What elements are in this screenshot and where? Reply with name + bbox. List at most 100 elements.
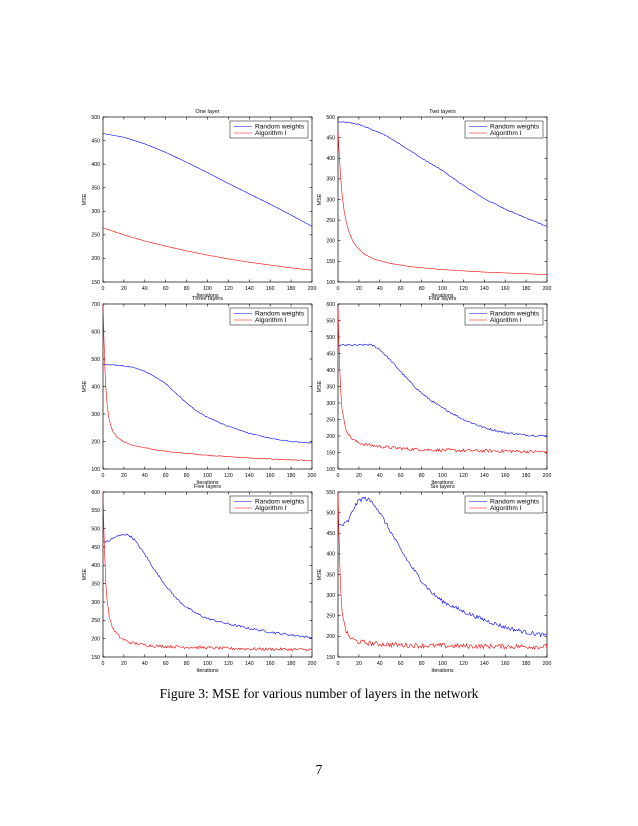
y-tick-label: 400 (91, 162, 100, 168)
series-line (102, 491, 313, 652)
chart-panel: 0 20 40 60 80 100 120 140 160 180 200 150 200 250 300 3… (82, 484, 316, 674)
x-tick-label: 180 (287, 473, 296, 479)
x-tick-label: 160 (501, 661, 510, 667)
plot-frame (337, 116, 548, 283)
x-tick-label: 80 (184, 286, 190, 292)
y-tick-label: 250 (326, 218, 335, 224)
y-tick-label: 550 (91, 508, 100, 514)
y-tick-label: 450 (326, 351, 335, 357)
series-line (338, 343, 548, 438)
x-tick-label: 40 (142, 661, 148, 667)
x-tick-label: 140 (245, 286, 254, 292)
chart-title: Five layers (194, 484, 221, 490)
plot-frame (102, 303, 313, 470)
x-tick-label: 20 (356, 286, 362, 292)
x-tick-label: 100 (438, 473, 447, 479)
plot-frame (102, 491, 313, 658)
x-tick-label: 140 (480, 661, 489, 667)
x-tick-label: 180 (287, 661, 296, 667)
x-tick-label: 160 (266, 661, 275, 667)
x-tick-label: 60 (398, 661, 404, 667)
x-tick-label: 120 (224, 286, 233, 292)
y-tick-label: 300 (326, 197, 335, 203)
legend-entry: Algorithm I (490, 130, 522, 137)
x-tick-label: 120 (224, 473, 233, 479)
chart-panel: 0 20 40 60 80 100 120 140 160 180 200 100 150 200 250 3… (317, 109, 551, 299)
y-tick-label: 350 (326, 177, 335, 183)
legend-box (464, 307, 544, 326)
series-line (102, 303, 313, 462)
x-tick-label: 160 (266, 286, 275, 292)
legend-entry: Random weights (255, 499, 305, 506)
x-tick-label: 40 (377, 286, 383, 292)
y-tick-label: 500 (91, 357, 100, 363)
x-tick-label: 160 (266, 473, 275, 479)
x-axis-label: Iterations (196, 293, 218, 299)
y-tick-label: 250 (91, 233, 100, 239)
y-tick-label: 350 (91, 581, 100, 587)
chart-title: Four layers (429, 296, 457, 302)
legend-entry: Random weights (255, 311, 305, 318)
x-tick-label: 140 (480, 473, 489, 479)
y-tick-label: 500 (326, 115, 335, 121)
x-tick-label: 80 (419, 661, 425, 667)
plot-frame (102, 116, 313, 283)
y-tick-label: 300 (326, 401, 335, 407)
series-line (338, 496, 548, 638)
legend-entry: Algorithm I (255, 130, 287, 137)
x-axis-label: Iterations (431, 668, 453, 674)
y-tick-label: 300 (326, 593, 335, 599)
x-tick-label: 120 (224, 661, 233, 667)
y-tick-label: 600 (91, 329, 100, 335)
x-tick-label: 180 (522, 473, 531, 479)
y-tick-label: 200 (326, 634, 335, 640)
x-tick-label: 160 (501, 473, 510, 479)
chart-panel: 0 20 40 60 80 100 120 140 160 180 200 100 150 200 250 3… (317, 296, 551, 486)
y-axis-label: MSE (317, 568, 323, 580)
series-line (102, 227, 313, 271)
chart-panel: 0 20 40 60 80 100 120 140 160 180 200 100 200 300 400 5… (82, 296, 316, 486)
x-tick-label: 120 (459, 473, 468, 479)
x-axis-label: Iterations (431, 480, 453, 486)
x-tick-label: 60 (398, 473, 404, 479)
x-tick-label: 100 (203, 473, 212, 479)
y-tick-label: 200 (91, 439, 100, 445)
series-line (337, 307, 548, 454)
chart-title: Three layers (192, 296, 223, 302)
legend-box (229, 120, 309, 139)
y-tick-label: 150 (91, 655, 100, 661)
page-number: 7 (315, 762, 323, 777)
x-tick-label: 0 (337, 661, 340, 667)
figure-charts: 0 20 40 60 80 100 120 140 160 180 2001502002503003… (82, 109, 551, 674)
x-tick-label: 0 (102, 473, 105, 479)
x-tick-label: 80 (184, 661, 190, 667)
legend-box (464, 495, 544, 514)
x-tick-label: 180 (287, 286, 296, 292)
legend-entry: Algorithm I (490, 505, 522, 512)
y-tick-label: 200 (326, 239, 335, 245)
x-tick-label: 60 (398, 286, 404, 292)
y-tick-label: 150 (326, 450, 335, 456)
x-tick-label: 100 (438, 286, 447, 292)
y-tick-label: 400 (91, 384, 100, 390)
x-tick-label: 40 (142, 473, 148, 479)
x-tick-label: 60 (163, 661, 169, 667)
y-tick-label: 400 (326, 156, 335, 162)
y-tick-label: 300 (91, 412, 100, 418)
legend-entry: Algorithm I (490, 317, 522, 324)
x-tick-label: 20 (356, 473, 362, 479)
y-tick-label: 350 (91, 186, 100, 192)
legend-entry: Random weights (490, 499, 540, 506)
x-tick-label: 140 (245, 661, 254, 667)
x-tick-label: 20 (121, 473, 127, 479)
y-tick-label: 350 (326, 384, 335, 390)
series-line (103, 533, 313, 639)
x-axis-label: Iterations (196, 480, 218, 486)
x-tick-label: 200 (308, 473, 317, 479)
x-tick-label: 60 (163, 473, 169, 479)
y-tick-label: 100 (91, 467, 100, 473)
y-tick-label: 350 (326, 572, 335, 578)
chart-title: One layer (195, 109, 219, 115)
chart-panel: 0 20 40 60 80 100 120 140 160 180 200 150 200 250 300 3… (82, 109, 316, 299)
x-axis-label: Iterations (431, 293, 453, 299)
